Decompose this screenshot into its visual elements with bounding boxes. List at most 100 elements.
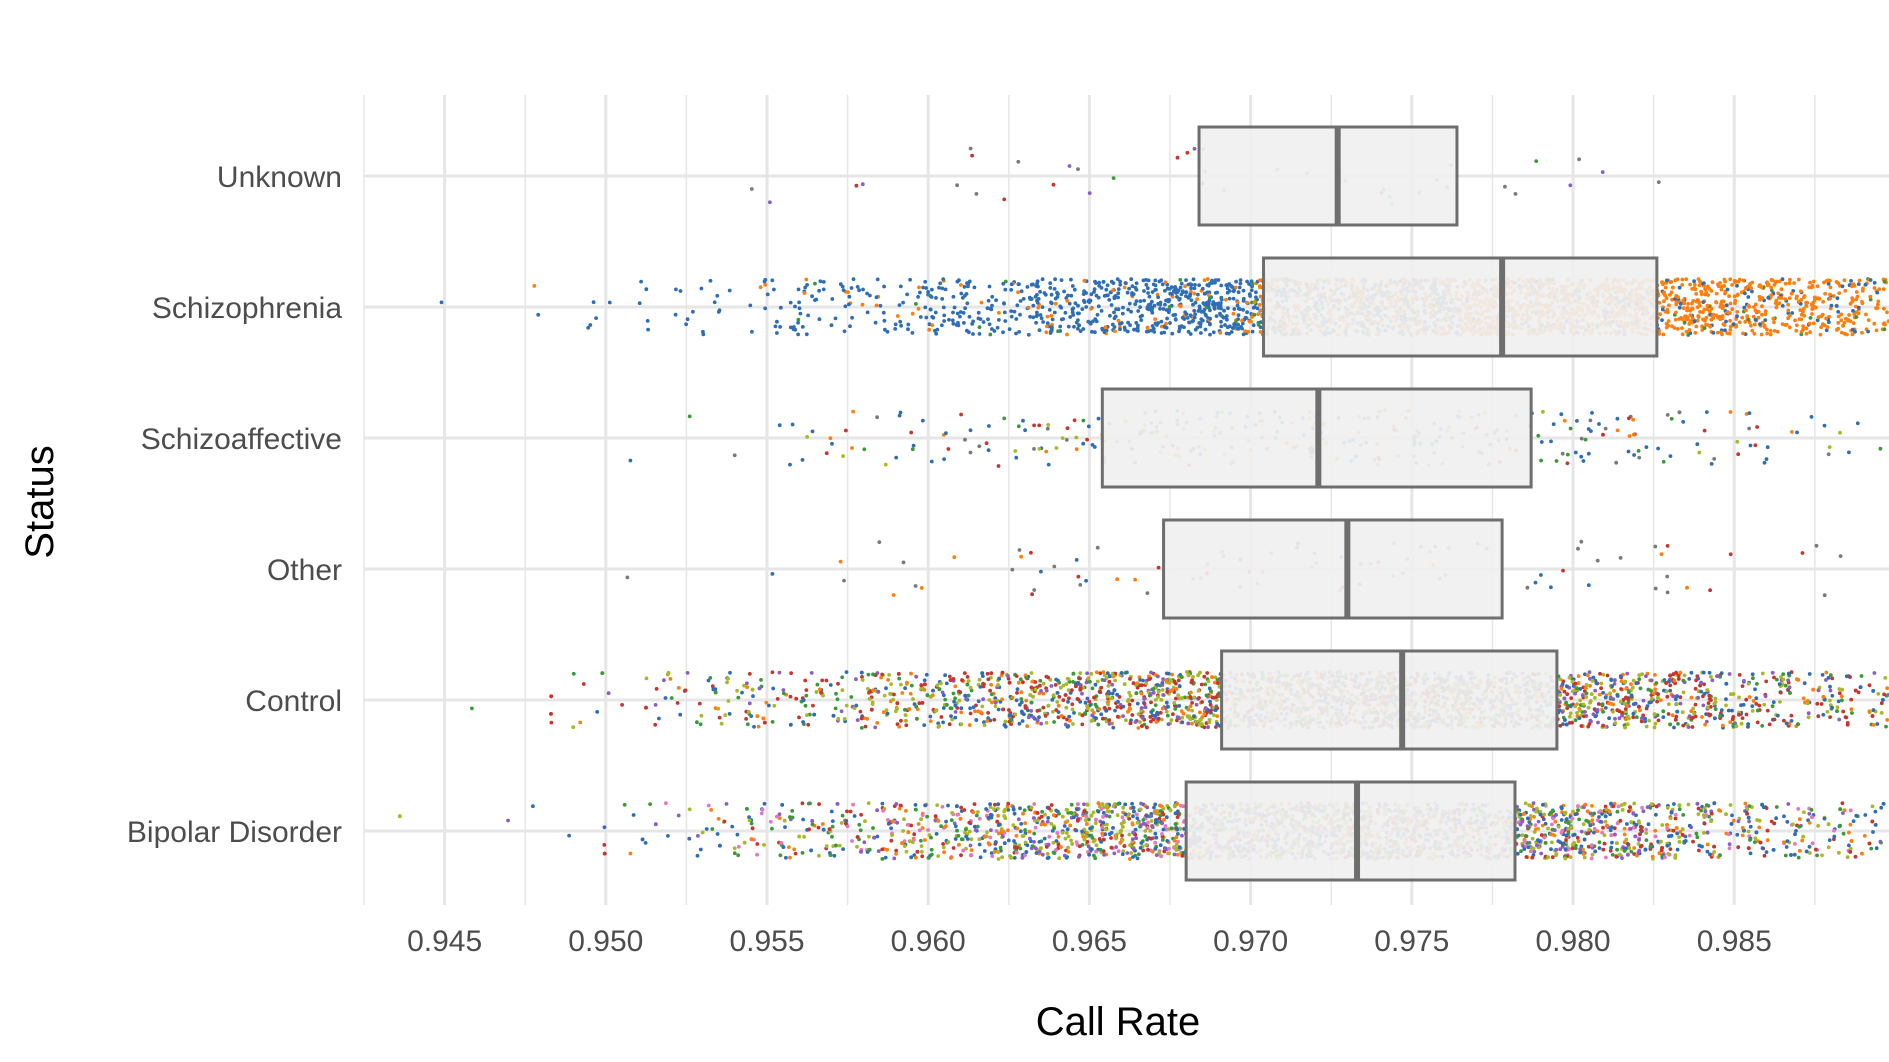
jitter-point — [1199, 317, 1204, 321]
jitter-point — [805, 283, 809, 287]
jitter-point — [981, 320, 986, 324]
jitter-point — [1760, 312, 1764, 317]
jitter-point — [1746, 303, 1751, 308]
jitter-point — [1755, 720, 1760, 725]
jitter-point — [1010, 567, 1015, 572]
jitter-point — [1539, 573, 1543, 577]
jitter-point — [1072, 324, 1076, 329]
jitter-point — [1069, 277, 1073, 282]
jitter-point — [1125, 670, 1129, 675]
jitter-point — [1702, 307, 1707, 312]
jitter-point — [763, 306, 768, 311]
jitter-point — [1212, 713, 1216, 717]
jitter-point — [1177, 297, 1182, 302]
jitter-point — [1533, 580, 1538, 585]
jitter-point — [1881, 287, 1886, 291]
jitter-point — [1876, 299, 1881, 304]
jitter-point — [1660, 318, 1664, 322]
jitter-point — [1787, 296, 1792, 300]
jitter-point — [1030, 592, 1034, 597]
jitter-point — [970, 153, 974, 158]
jitter-point — [1696, 277, 1701, 281]
jitter-point — [838, 282, 843, 287]
jitter-point — [1241, 288, 1246, 293]
jitter-point — [1029, 671, 1034, 675]
jitter-point — [1063, 310, 1068, 315]
jitter-point — [628, 458, 633, 463]
jitter-point — [1044, 330, 1049, 335]
jitter-point — [1589, 429, 1593, 433]
jitter-point — [1601, 710, 1605, 714]
jitter-point — [934, 296, 938, 300]
jitter-point — [1189, 298, 1194, 303]
jitter-point — [870, 700, 875, 705]
jitter-point — [1147, 306, 1152, 311]
jitter-point — [1821, 299, 1825, 304]
jitter-point — [1705, 284, 1710, 289]
jitter-point — [928, 307, 933, 312]
jitter-point — [1760, 320, 1765, 325]
jitter-point — [1789, 291, 1794, 296]
jitter-point — [974, 192, 979, 196]
jitter-point — [1823, 291, 1827, 296]
jitter-point — [1708, 324, 1713, 329]
jitter-point — [1568, 183, 1573, 188]
jitter-point — [1161, 307, 1166, 311]
jitter-point — [532, 284, 537, 288]
jitter-point — [1680, 277, 1685, 282]
jitter-point — [1237, 285, 1242, 290]
jitter-point — [1021, 297, 1026, 301]
jitter-point — [1144, 282, 1149, 287]
jitter-point — [1668, 454, 1673, 458]
jitter-point — [1104, 287, 1109, 292]
jitter-point — [1683, 314, 1687, 319]
jitter-point — [1250, 282, 1255, 286]
jitter-point — [1257, 303, 1262, 307]
jitter-point — [1704, 290, 1708, 295]
jitter-point — [1597, 422, 1601, 426]
jitter-point — [1685, 306, 1690, 310]
jitter-point — [1868, 297, 1873, 302]
jitter-point — [1882, 327, 1887, 332]
jitter-point — [897, 303, 902, 307]
jitter-point — [1815, 318, 1820, 323]
jitter-point — [943, 697, 948, 702]
jitter-point — [1802, 294, 1807, 298]
jitter-point — [1689, 670, 1694, 675]
jitter-point — [1882, 306, 1886, 311]
jitter-point — [1151, 282, 1156, 287]
jitter-point — [1665, 544, 1670, 548]
jitter-point — [1828, 296, 1832, 301]
jitter-point — [1719, 330, 1724, 335]
jitter-point — [1872, 321, 1877, 326]
jitter-point — [1215, 290, 1219, 295]
jitter-point — [910, 311, 915, 316]
jitter-point — [1188, 313, 1193, 318]
jitter-point — [646, 327, 650, 332]
jitter-point — [984, 441, 989, 446]
jitter-point — [1764, 457, 1769, 461]
jitter-point — [1687, 328, 1692, 332]
jitter-point — [1660, 307, 1665, 312]
jitter-point — [1755, 425, 1759, 429]
jitter-point — [1258, 294, 1263, 299]
jitter-point — [1719, 301, 1723, 306]
jitter-point — [1724, 703, 1728, 708]
jitter-point — [1710, 678, 1715, 683]
jitter-point — [1750, 289, 1754, 294]
jitter-point — [1149, 700, 1153, 705]
jitter-point — [803, 285, 808, 290]
jitter-point — [930, 323, 935, 328]
jitter-point — [715, 293, 720, 298]
jitter-point — [1077, 311, 1081, 316]
jitter-point — [778, 325, 782, 329]
jitter-point — [1850, 332, 1855, 337]
jitter-point — [1726, 310, 1730, 315]
jitter-point — [1822, 280, 1826, 285]
jitter-point — [1146, 291, 1150, 295]
jitter-point — [1012, 309, 1017, 314]
jitter-point — [1815, 296, 1820, 301]
jitter-point — [1107, 706, 1112, 711]
jitter-point — [765, 292, 770, 297]
jitter-point — [1116, 295, 1120, 300]
